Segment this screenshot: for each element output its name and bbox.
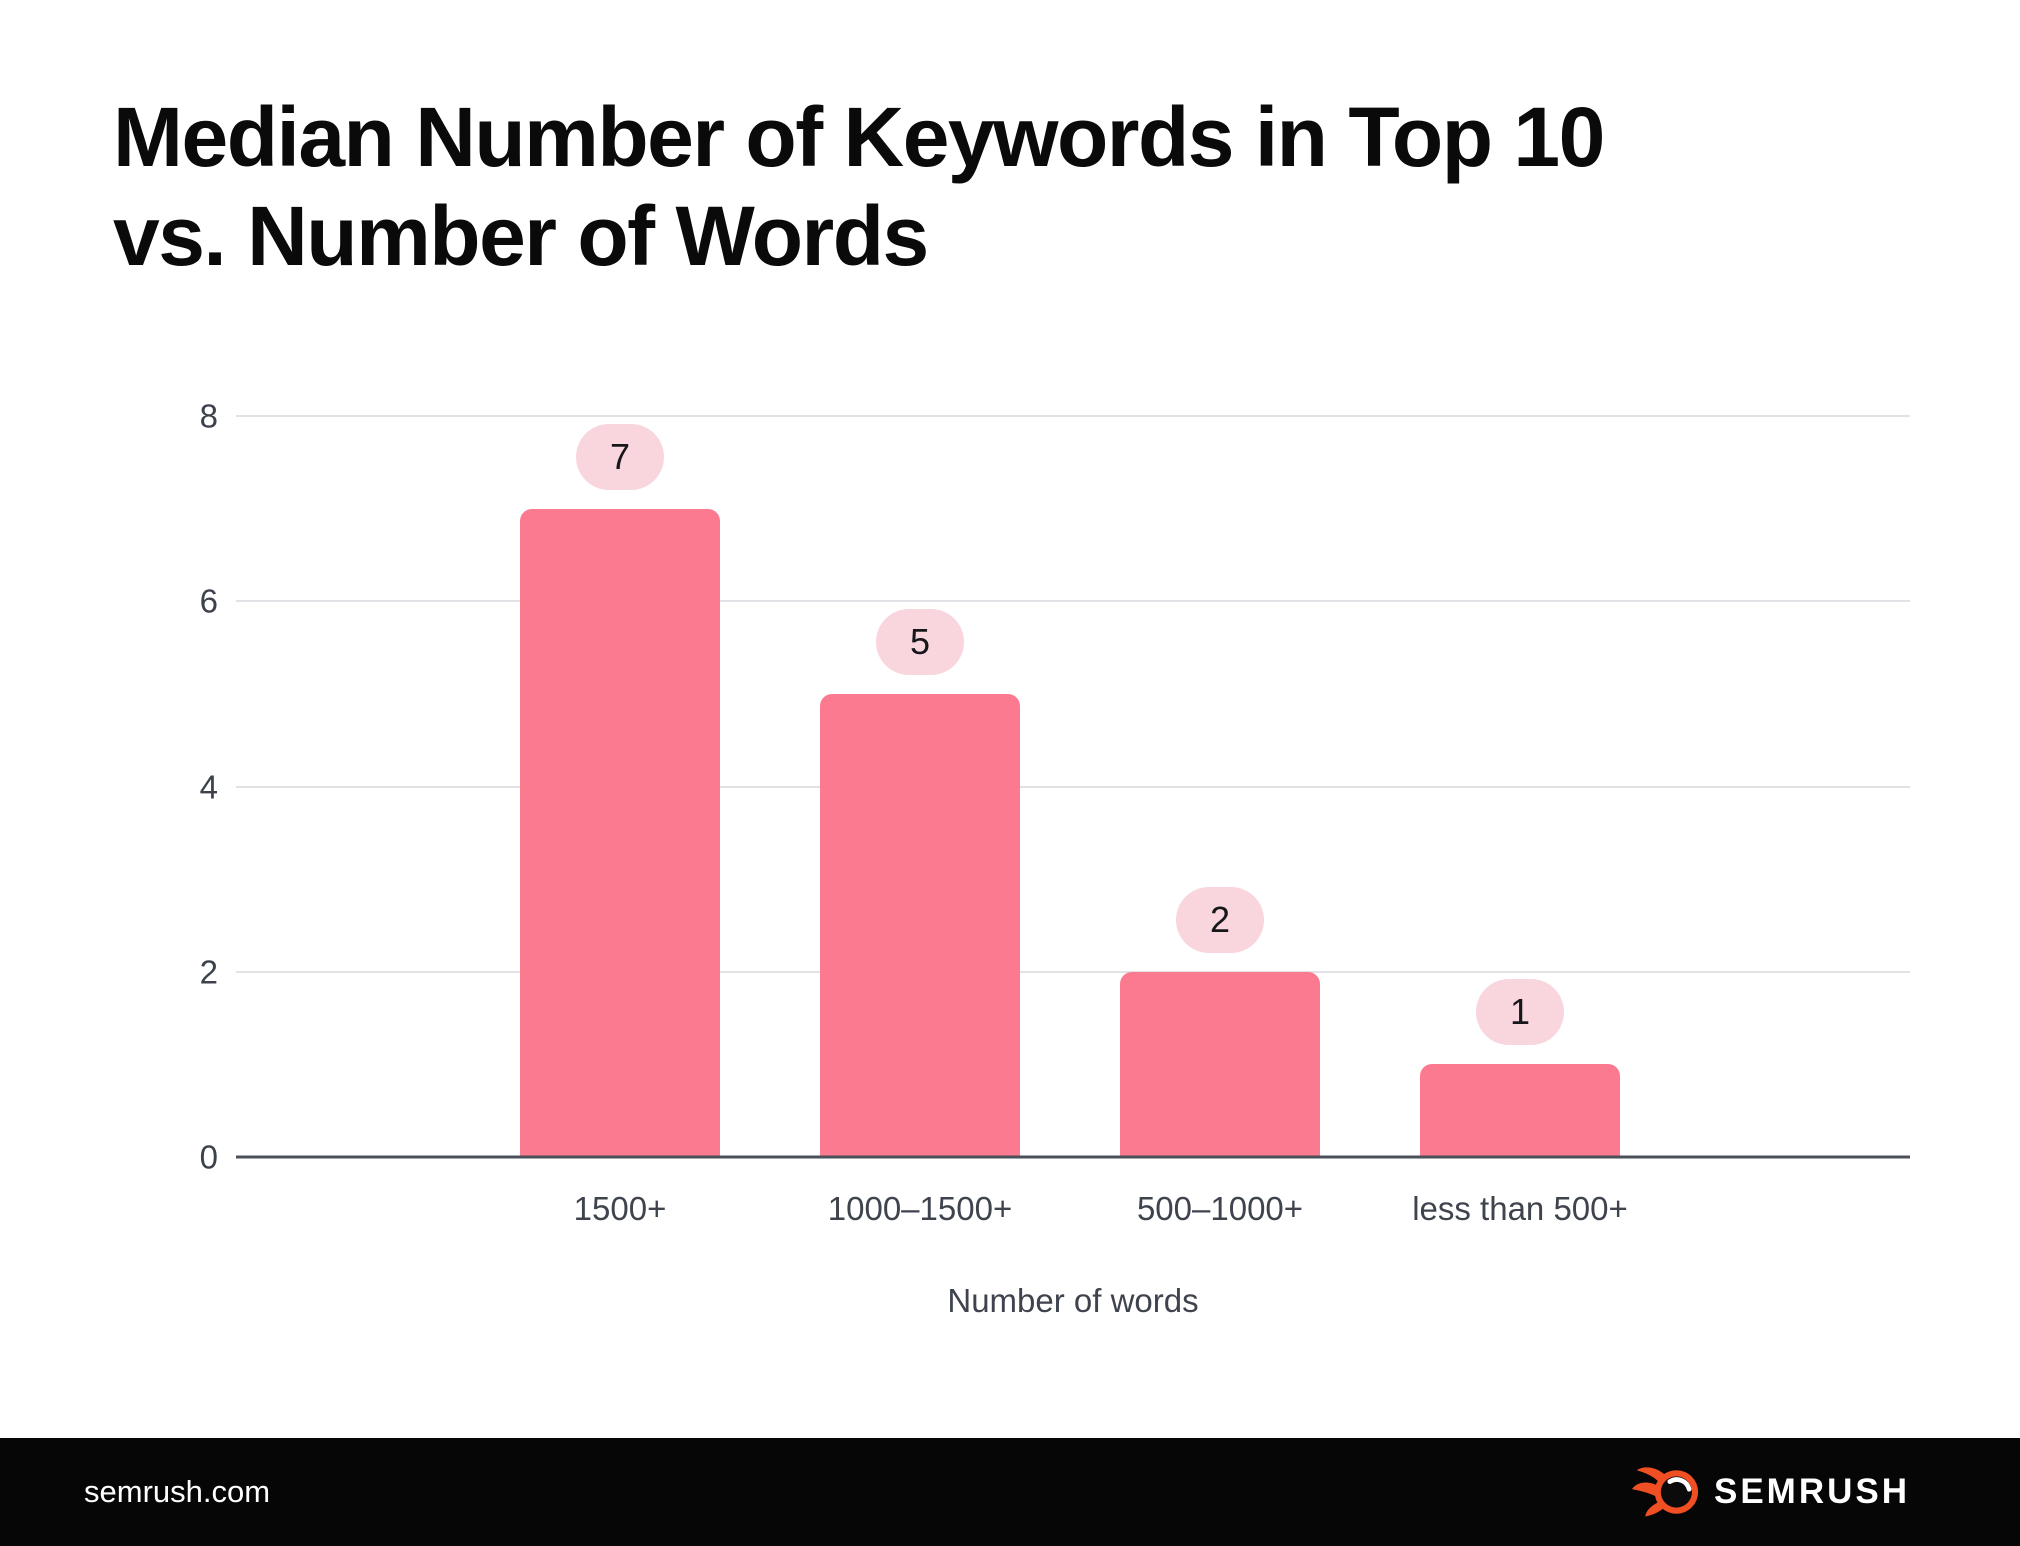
x-tick-label-1500+: 1500+ <box>573 1190 667 1227</box>
gridline-y-8 <box>236 415 1910 417</box>
footer-bar: semrush.com SEMRUSH <box>0 1438 2020 1546</box>
bar-1500+ <box>520 508 720 1157</box>
gridline-y-4 <box>236 785 1910 788</box>
y-tick-label-8: 8 <box>199 397 218 435</box>
bar-less than 500+ <box>1420 1064 1620 1157</box>
chart-title-line1: Median Number of Keywords in Top 10 <box>113 90 1605 184</box>
x-axis-title: Number of words <box>947 1282 1199 1319</box>
value-label-1000–1500+: 5 <box>876 608 964 675</box>
bar-500–1000+ <box>1120 971 1320 1157</box>
value-label-1500+: 7 <box>576 423 664 490</box>
y-tick-label-2: 2 <box>199 953 218 991</box>
semrush-logo: SEMRUSH <box>1631 1462 1910 1522</box>
semrush-flame-icon <box>1631 1467 1699 1517</box>
chart-title-line2: vs. Number of Words <box>113 189 929 283</box>
gridline-y-6 <box>236 600 1910 603</box>
bar-chart-plot-area: 0 2 4 6 8 7 1500+ 5 1000–1500+ 2 500–1000+ 1 less th… <box>200 400 1910 1227</box>
semrush-wordmark: SEMRUSH <box>1713 1472 1910 1511</box>
gridline-y-2 <box>236 970 1910 973</box>
x-tick-label-1000–1500+: 1000–1500+ <box>827 1190 1013 1227</box>
value-label-less than 500+: 1 <box>1476 979 1564 1046</box>
value-label-500–1000+: 2 <box>1176 886 1264 953</box>
bar-1000–1500+ <box>820 693 1020 1157</box>
y-tick-label-6: 6 <box>199 582 218 620</box>
y-tick-label-0: 0 <box>199 1138 218 1176</box>
chart-title: Median Number of Keywords in Top 10 vs. N… <box>113 88 1605 286</box>
y-tick-label-4: 4 <box>199 768 218 805</box>
x-tick-label-500–1000+: 500–1000+ <box>1136 1190 1304 1227</box>
x-tick-label-less than 500+: less than 500+ <box>1412 1190 1628 1227</box>
site-url: semrush.com <box>84 1474 271 1509</box>
x-axis-line <box>236 1155 1910 1159</box>
